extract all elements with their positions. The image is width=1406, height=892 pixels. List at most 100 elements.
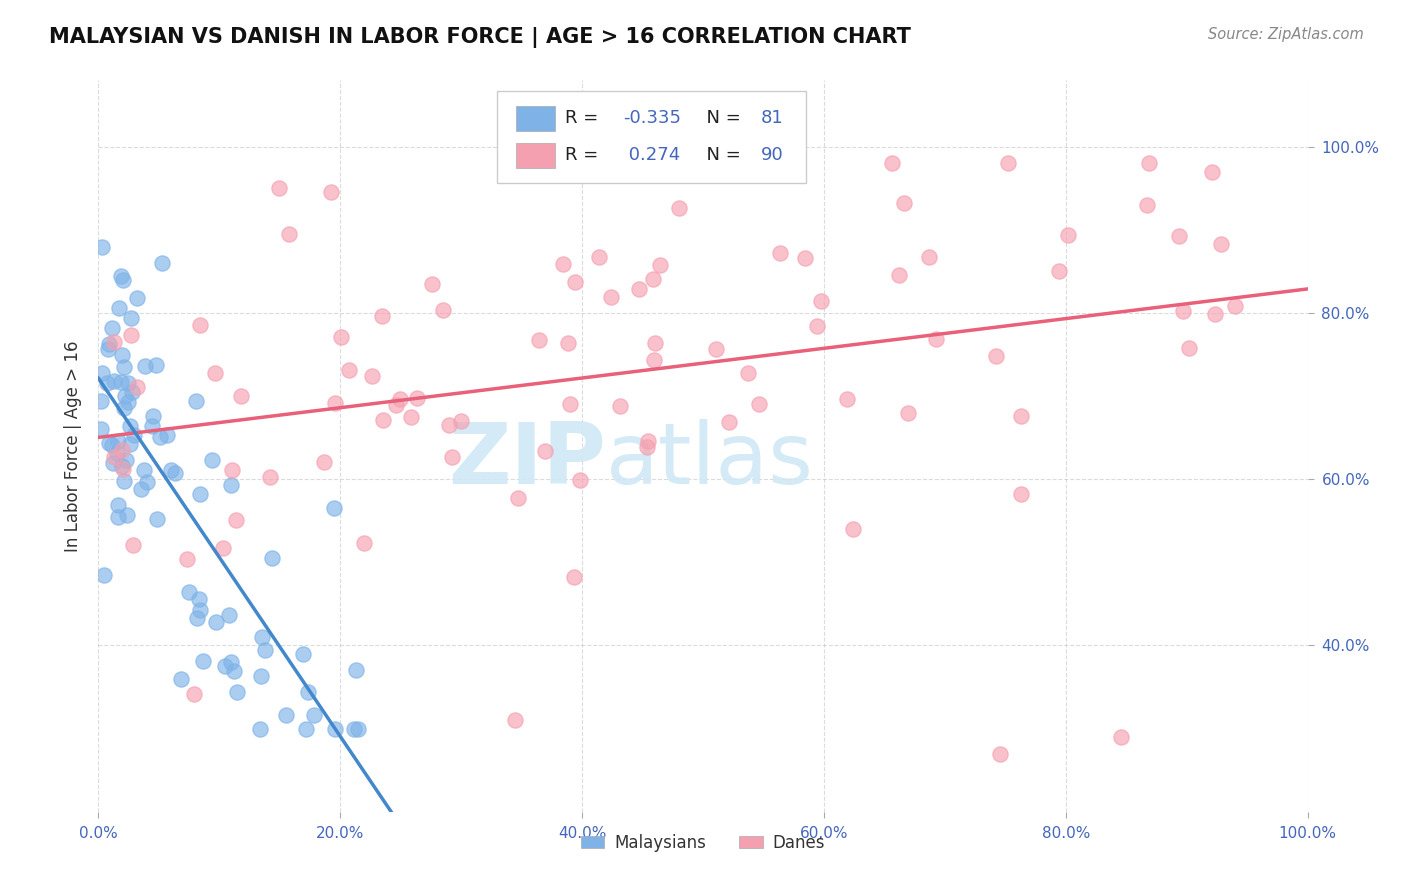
Point bbox=[1136, 198, 1159, 212]
Text: 0.274: 0.274 bbox=[623, 146, 681, 164]
Point bbox=[253, 642, 276, 657]
Point bbox=[346, 722, 368, 736]
Text: R =: R = bbox=[565, 146, 603, 164]
Point bbox=[219, 478, 242, 492]
Point bbox=[110, 269, 132, 284]
Point bbox=[503, 714, 526, 728]
Point bbox=[748, 397, 770, 411]
Point bbox=[176, 552, 198, 566]
Point bbox=[648, 258, 671, 272]
Text: R =: R = bbox=[565, 110, 603, 128]
Text: N =: N = bbox=[695, 110, 747, 128]
Point bbox=[643, 352, 665, 367]
Point bbox=[274, 708, 297, 723]
Point bbox=[141, 418, 163, 433]
Point bbox=[115, 508, 138, 523]
Point bbox=[219, 655, 242, 669]
Point bbox=[628, 281, 651, 295]
Point bbox=[450, 414, 472, 428]
Point bbox=[1057, 228, 1080, 243]
Point bbox=[111, 348, 134, 362]
Point bbox=[90, 393, 112, 408]
Point bbox=[111, 273, 134, 287]
Point bbox=[643, 272, 665, 286]
Point bbox=[118, 437, 141, 451]
Point bbox=[1137, 156, 1160, 170]
Point bbox=[343, 722, 366, 736]
Point bbox=[231, 389, 253, 403]
Point bbox=[127, 291, 149, 305]
Legend: Malaysians, Danes: Malaysians, Danes bbox=[574, 827, 832, 858]
Point bbox=[146, 512, 169, 526]
Text: N =: N = bbox=[695, 146, 747, 164]
Point bbox=[322, 501, 344, 516]
Point bbox=[107, 301, 129, 316]
Point bbox=[90, 422, 112, 436]
Point bbox=[880, 156, 903, 170]
Point bbox=[399, 409, 422, 424]
Point bbox=[887, 268, 910, 282]
Text: MALAYSIAN VS DANISH IN LABOR FORCE | AGE > 16 CORRELATION CHART: MALAYSIAN VS DANISH IN LABOR FORCE | AGE… bbox=[49, 27, 911, 48]
Point bbox=[90, 239, 112, 253]
Point bbox=[218, 607, 240, 622]
Point bbox=[115, 453, 138, 467]
Point bbox=[188, 603, 211, 617]
Point bbox=[304, 707, 326, 722]
Point bbox=[120, 311, 142, 326]
Point bbox=[1010, 409, 1032, 423]
Point bbox=[129, 482, 152, 496]
Point bbox=[984, 349, 1007, 363]
Point bbox=[97, 435, 120, 450]
Point bbox=[312, 454, 335, 468]
Point bbox=[835, 392, 858, 406]
Point bbox=[90, 366, 112, 380]
Point bbox=[259, 470, 281, 484]
Point bbox=[558, 397, 581, 411]
Point bbox=[321, 186, 343, 200]
Point bbox=[103, 334, 125, 349]
Point bbox=[384, 399, 406, 413]
Text: 90: 90 bbox=[761, 146, 783, 164]
Point bbox=[112, 474, 135, 488]
Point bbox=[569, 473, 592, 487]
Point bbox=[117, 376, 139, 390]
Point bbox=[114, 389, 136, 403]
Point bbox=[160, 463, 183, 477]
Point bbox=[124, 427, 146, 442]
Point bbox=[122, 538, 145, 552]
Point bbox=[204, 366, 226, 380]
Point bbox=[527, 333, 550, 347]
Point bbox=[1171, 304, 1194, 318]
Point bbox=[361, 369, 384, 384]
Point bbox=[534, 444, 557, 458]
Point bbox=[371, 309, 394, 323]
Point bbox=[1225, 299, 1247, 313]
Point bbox=[149, 430, 172, 444]
Point bbox=[132, 463, 155, 477]
Point bbox=[1204, 307, 1226, 321]
Text: 81: 81 bbox=[761, 110, 783, 128]
Point bbox=[440, 450, 463, 465]
Point bbox=[187, 592, 209, 607]
Point bbox=[165, 466, 187, 480]
Point bbox=[609, 399, 631, 413]
Point bbox=[112, 359, 135, 374]
Point bbox=[1010, 487, 1032, 501]
Point bbox=[205, 615, 228, 629]
Point bbox=[110, 376, 132, 390]
Point bbox=[103, 374, 125, 388]
Point bbox=[600, 290, 623, 304]
Point bbox=[1178, 341, 1201, 355]
Point bbox=[93, 568, 115, 582]
Point bbox=[170, 672, 193, 686]
Point bbox=[201, 453, 224, 467]
Y-axis label: In Labor Force | Age > 16: In Labor Force | Age > 16 bbox=[65, 340, 83, 552]
Point bbox=[101, 456, 124, 470]
Point bbox=[1109, 730, 1132, 744]
Text: Source: ZipAtlas.com: Source: ZipAtlas.com bbox=[1208, 27, 1364, 42]
FancyBboxPatch shape bbox=[516, 143, 555, 168]
Point bbox=[183, 686, 205, 700]
Point bbox=[107, 499, 129, 513]
Point bbox=[997, 156, 1019, 170]
Point bbox=[267, 181, 290, 195]
